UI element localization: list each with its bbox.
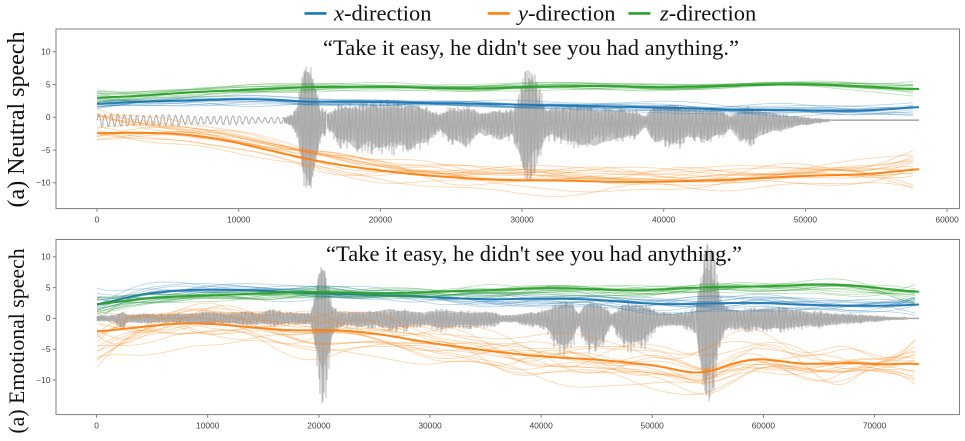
svg-text:10: 10 (41, 252, 51, 262)
svg-text:5: 5 (46, 282, 51, 292)
svg-text:x-direction: x-direction (333, 1, 431, 26)
svg-text:50000: 50000 (794, 215, 818, 225)
svg-text:30000: 30000 (510, 215, 534, 225)
svg-text:20000: 20000 (369, 215, 393, 225)
svg-text:−10: −10 (36, 375, 51, 385)
svg-text:y-direction: y-direction (516, 1, 615, 26)
svg-text:0: 0 (95, 215, 100, 225)
svg-text:0: 0 (94, 421, 99, 431)
svg-text:30000: 30000 (418, 421, 442, 431)
svg-text:(a) Neutral speech: (a) Neutral speech (4, 32, 30, 208)
svg-text:20000: 20000 (307, 421, 331, 431)
svg-text:“Take it easy, he didn't see y: “Take it easy, he didn't see you had any… (326, 241, 742, 266)
svg-text:0: 0 (46, 313, 51, 323)
svg-text:−5: −5 (41, 145, 51, 155)
svg-text:10000: 10000 (227, 215, 251, 225)
svg-text:5: 5 (46, 79, 51, 89)
svg-text:10000: 10000 (196, 421, 220, 431)
svg-text:60000: 60000 (935, 215, 959, 225)
svg-text:60000: 60000 (752, 421, 776, 431)
svg-text:−10: −10 (36, 178, 51, 188)
svg-text:10: 10 (41, 47, 51, 57)
svg-text:z-direction: z-direction (659, 1, 756, 26)
svg-text:70000: 70000 (863, 421, 887, 431)
svg-text:50000: 50000 (641, 421, 665, 431)
svg-text:−5: −5 (41, 344, 51, 354)
svg-text:40000: 40000 (652, 215, 676, 225)
svg-text:0: 0 (46, 112, 51, 122)
svg-text:40000: 40000 (529, 421, 553, 431)
svg-text:(a) Emotional speech: (a) Emotional speech (5, 248, 29, 433)
svg-text:“Take it easy, he didn't see y: “Take it easy, he didn't see you had any… (323, 35, 739, 60)
